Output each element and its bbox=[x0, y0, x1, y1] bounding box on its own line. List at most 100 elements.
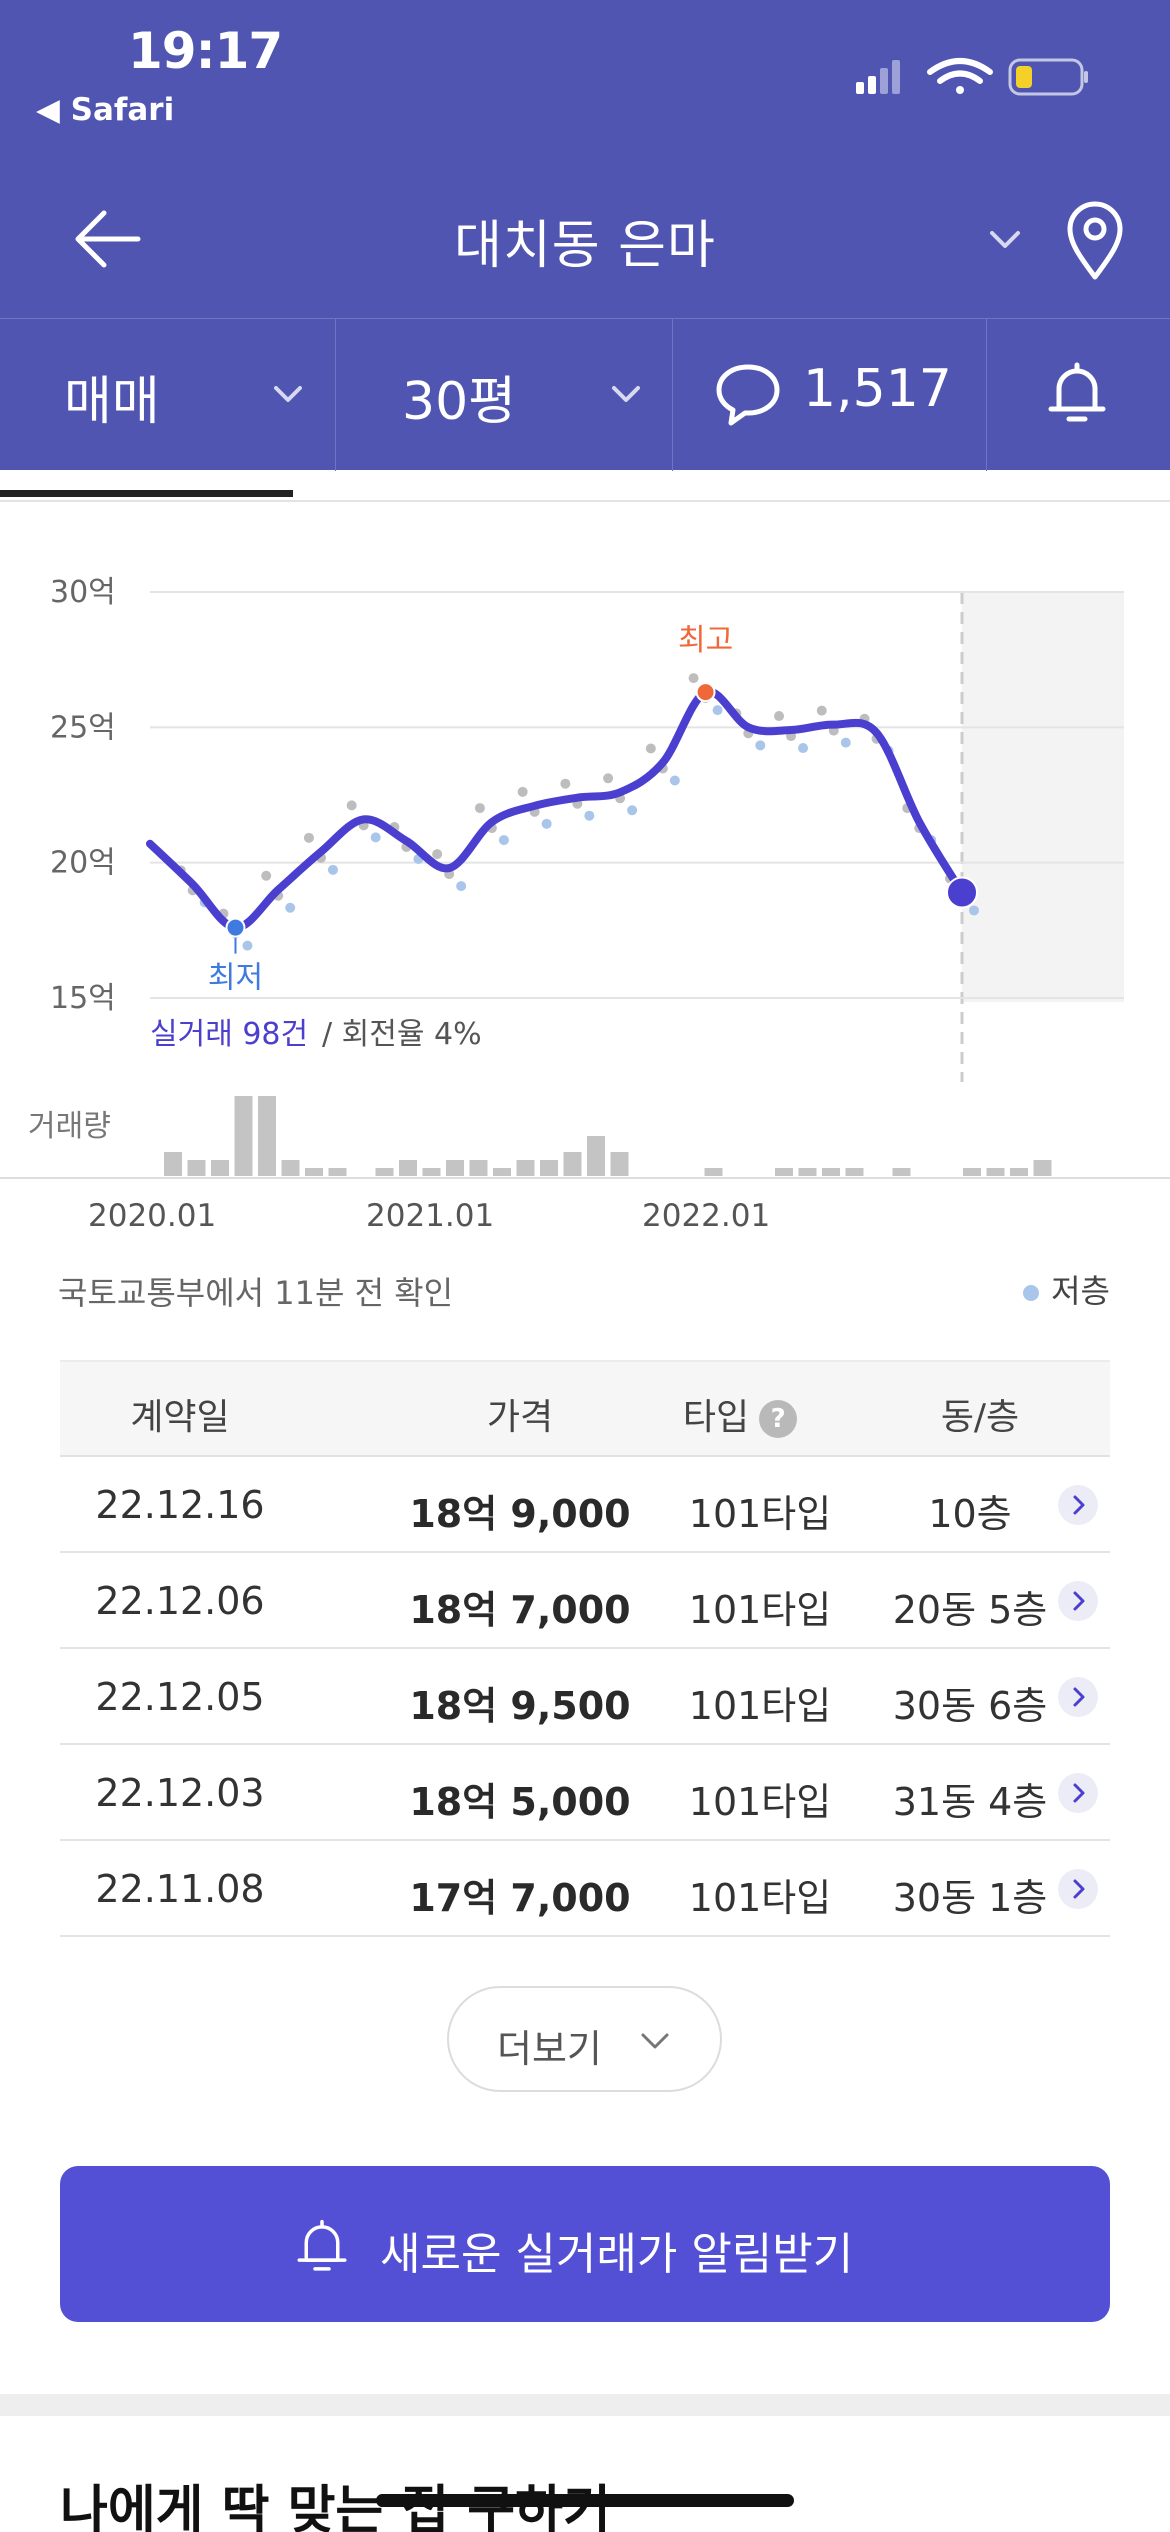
x-tick-label: 2020.01 bbox=[88, 1198, 217, 1234]
low-floor-dot bbox=[1023, 1285, 1040, 1301]
status-time: 19:17 bbox=[128, 22, 283, 80]
navigation-bar: 대치동 은마 bbox=[0, 175, 1170, 315]
current-point-marker bbox=[946, 876, 978, 909]
transaction-dot bbox=[498, 835, 509, 846]
price-chart[interactable]: 30억 25억 20억 15억 최저 최고 실거래 98건 / 회전율 4% 거래량 bbox=[0, 502, 1170, 1182]
header-date: 계약일 bbox=[130, 1397, 230, 1438]
more-button[interactable]: 더보기 bbox=[447, 1986, 722, 2092]
volume-bar bbox=[469, 1160, 488, 1176]
row-date: 22.12.06 bbox=[95, 1579, 265, 1623]
transaction-dot bbox=[816, 705, 827, 716]
chevron-right-icon[interactable] bbox=[1058, 1869, 1098, 1909]
price-alert-button[interactable]: 새로운 실거래가 알림받기 bbox=[60, 2166, 1110, 2322]
size-label: 30평 bbox=[402, 372, 517, 432]
volume-bar bbox=[775, 1168, 793, 1176]
back-to-safari[interactable]: ◀ Safari bbox=[36, 92, 175, 128]
row-price: 18억 9,500 bbox=[409, 1684, 631, 1728]
x-tick-label: 2022.01 bbox=[642, 1198, 771, 1234]
alarm-button[interactable] bbox=[987, 319, 1170, 471]
home-indicator[interactable] bbox=[376, 2494, 794, 2507]
y-tick-label: 25억 bbox=[50, 710, 116, 745]
transaction-dot bbox=[285, 902, 296, 913]
chevron-down-icon[interactable] bbox=[980, 215, 1030, 265]
bell-icon bbox=[297, 2219, 347, 2271]
price-line bbox=[146, 687, 966, 932]
row-date: 22.11.08 bbox=[95, 1867, 265, 1911]
battery-icon bbox=[1008, 58, 1088, 96]
trade-type-selector[interactable]: 매매 bbox=[0, 319, 336, 471]
trade-type-label: 매매 bbox=[64, 372, 160, 432]
chevron-down-icon bbox=[612, 386, 640, 402]
help-icon[interactable]: ? bbox=[759, 1400, 798, 1438]
volume-bar bbox=[187, 1160, 206, 1176]
transaction-dot bbox=[584, 810, 595, 821]
row-date: 22.12.05 bbox=[95, 1675, 265, 1719]
complex-title[interactable]: 대치동 은마 bbox=[454, 216, 716, 276]
volume-bar bbox=[234, 1096, 253, 1176]
row-price: 18억 5,000 bbox=[409, 1780, 631, 1824]
row-date: 22.12.16 bbox=[95, 1483, 265, 1527]
header-price: 가격 bbox=[486, 1397, 554, 1438]
size-selector[interactable]: 30평 bbox=[336, 319, 673, 471]
transaction-dot bbox=[456, 881, 467, 892]
y-tick-label: 15억 bbox=[50, 981, 116, 1016]
volume-bar bbox=[211, 1160, 229, 1176]
high-point-label: 최고 bbox=[678, 623, 733, 658]
row-date: 22.12.03 bbox=[95, 1771, 265, 1815]
y-tick-label: 30억 bbox=[50, 575, 116, 610]
transaction-dot bbox=[242, 940, 253, 951]
table-row[interactable]: 22.12.06 18억 7,000 101타입 20동 5층 bbox=[60, 1553, 1110, 1649]
table-row[interactable]: 22.12.03 18억 5,000 101타입 31동 4층 bbox=[60, 1745, 1110, 1841]
volume-bar bbox=[798, 1168, 817, 1176]
volume-bar bbox=[845, 1168, 864, 1176]
table-row[interactable]: 22.12.05 18억 9,500 101타입 30동 6층 bbox=[60, 1649, 1110, 1745]
comments-button[interactable]: 1,517 bbox=[673, 319, 987, 471]
low-point-label: 최저 bbox=[208, 961, 263, 996]
transaction-dot bbox=[645, 743, 656, 754]
volume-bar bbox=[986, 1168, 1005, 1176]
row-price: 18억 9,000 bbox=[409, 1492, 631, 1536]
table-row[interactable]: 22.12.16 18억 9,000 101타입 10층 bbox=[60, 1457, 1110, 1553]
volume-bar bbox=[610, 1152, 629, 1176]
volume-bar bbox=[822, 1168, 840, 1176]
chevron-right-icon[interactable] bbox=[1058, 1677, 1098, 1717]
header-type[interactable]: 타입? bbox=[590, 1388, 890, 1440]
transaction-dot bbox=[560, 778, 571, 789]
transaction-dot bbox=[755, 740, 766, 751]
x-tick-label: 2021.01 bbox=[366, 1198, 495, 1234]
chart-summary-turnover: / 회전율 4% bbox=[322, 1017, 482, 1052]
transaction-dot bbox=[774, 711, 785, 722]
transaction-dot bbox=[303, 832, 314, 843]
chevron-right-icon[interactable] bbox=[1058, 1581, 1098, 1621]
row-price: 18억 7,000 bbox=[409, 1588, 631, 1632]
row-unit: 30동 6층 bbox=[892, 1684, 1048, 1728]
volume-bar bbox=[540, 1160, 558, 1176]
table-row[interactable]: 22.11.08 17억 7,000 101타입 30동 1층 bbox=[60, 1841, 1110, 1937]
y-tick-label: 20억 bbox=[50, 846, 116, 881]
transactions-table: 계약일 가격 타입? 동/층 22.12.16 18억 9,000 101타입 10층… bbox=[60, 1360, 1110, 1937]
chevron-right-icon[interactable] bbox=[1058, 1773, 1098, 1813]
volume-bar bbox=[305, 1168, 323, 1176]
active-tab-indicator bbox=[0, 490, 293, 497]
chart-legend: 저층 bbox=[1023, 1266, 1110, 1312]
signal-icon bbox=[856, 60, 900, 94]
section-divider bbox=[0, 2394, 1170, 2416]
transaction-dot bbox=[798, 743, 809, 754]
row-type: 101타입 bbox=[688, 1588, 832, 1632]
row-unit: 31동 4층 bbox=[892, 1780, 1048, 1824]
volume-bar bbox=[587, 1136, 605, 1176]
back-arrow-icon[interactable] bbox=[68, 199, 148, 279]
transaction-dot bbox=[712, 705, 723, 716]
map-pin-icon[interactable] bbox=[1060, 195, 1130, 285]
more-button-label: 더보기 bbox=[497, 2027, 602, 2071]
volume-bar bbox=[164, 1152, 182, 1176]
legend-label: 저층 bbox=[1051, 1272, 1110, 1310]
chevron-right-icon[interactable] bbox=[1058, 1485, 1098, 1525]
volume-bar bbox=[422, 1168, 441, 1176]
header-unit: 동/층 bbox=[940, 1397, 1020, 1438]
transaction-dot bbox=[370, 832, 381, 843]
high-point-marker bbox=[695, 682, 716, 703]
volume-bar bbox=[399, 1160, 417, 1176]
forecast-shade bbox=[962, 592, 1124, 1002]
volume-bar bbox=[493, 1168, 511, 1176]
